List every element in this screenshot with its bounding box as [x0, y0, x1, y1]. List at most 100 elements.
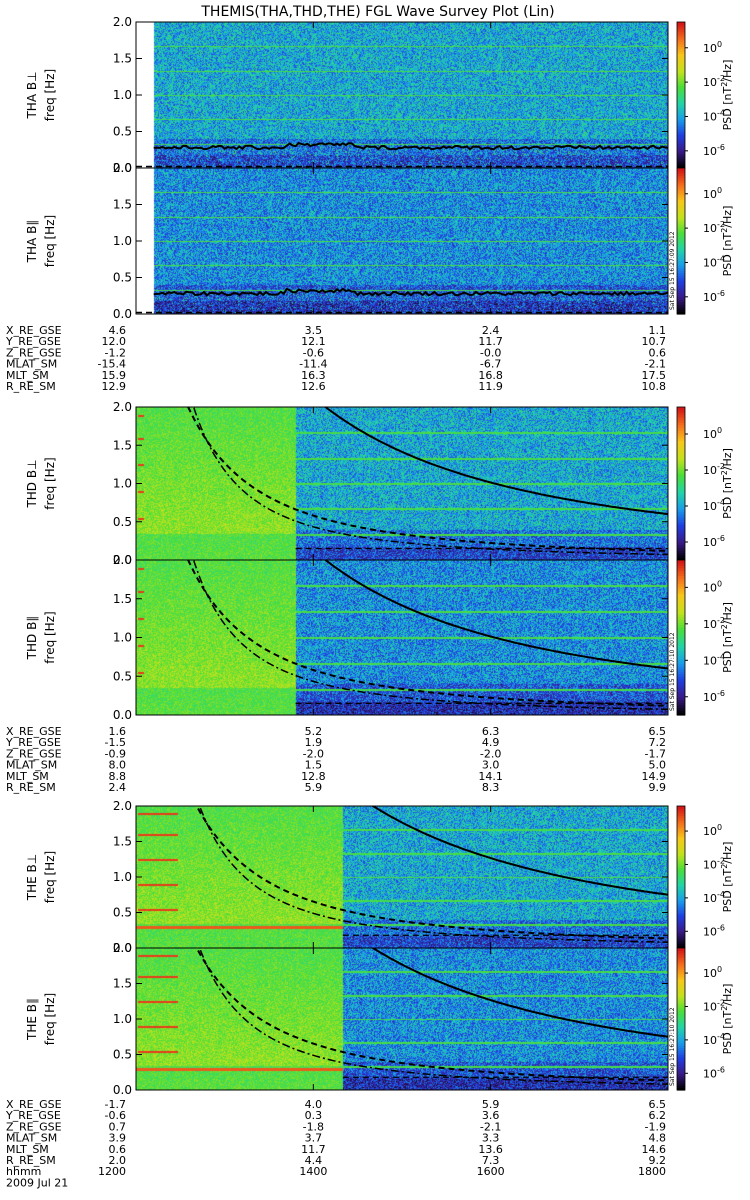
colorbar-segment	[677, 704, 685, 708]
colorbar-segment	[677, 409, 685, 413]
colorbar-segment	[677, 417, 685, 421]
colorbar-segment	[677, 219, 685, 223]
ephemeris-value: 1.1	[649, 324, 667, 337]
y-tick-label: 0.0	[113, 941, 132, 955]
time-axis-label: hhmm	[6, 1165, 41, 1178]
cyclotron-dashdot-line	[192, 560, 668, 711]
colorbar-segment	[677, 580, 685, 584]
colorbar-segment	[677, 124, 685, 128]
colorbar-segment	[677, 511, 685, 515]
colorbar-segment	[677, 182, 685, 186]
colorbar-segment	[677, 903, 685, 906]
colorbar-segment	[677, 952, 685, 956]
colorbar-segment	[677, 912, 685, 916]
colorbar-segment	[677, 56, 685, 60]
colorbar-segment	[677, 36, 685, 40]
ephemeris-value: -0.0	[480, 346, 501, 359]
colorbar-segment	[677, 39, 685, 43]
colorbar-segment	[677, 585, 685, 590]
colorbar-segment	[677, 119, 685, 123]
colorbar-segment	[677, 92, 685, 96]
panel-thd-bperp: 0.0 0.5 1.0 1.5 2.0 THD B⊥ freq [Hz] 100 10-2 10-…	[25, 400, 734, 567]
colorbar-segment	[677, 841, 685, 845]
y-tick-label: 0.0	[113, 708, 132, 722]
colorbar-segment	[677, 1045, 685, 1048]
ephemeris-row-name: MLT_SM	[6, 770, 49, 783]
y-tick-label: 1.0	[113, 477, 132, 491]
colorbar-frame	[676, 559, 686, 716]
colorbar-segment	[677, 197, 685, 201]
colorbar-segment	[677, 1028, 685, 1032]
colorbar-tick-label: 10-6	[703, 289, 725, 304]
colorbar-segment	[677, 689, 685, 693]
colorbar-segment	[677, 616, 685, 621]
ephemeris-value: -2.0	[480, 747, 501, 760]
colorbar-segment	[677, 907, 685, 911]
ephemeris-value: 0.6	[109, 1143, 127, 1156]
colorbar-segment	[677, 881, 685, 885]
colorbar-segment	[677, 432, 685, 436]
colorbar-segment	[677, 192, 685, 196]
colorbar-segment	[677, 48, 685, 52]
colorbar-segment	[677, 891, 685, 895]
colorbar-segment	[677, 136, 685, 140]
ephemeris-value: 5.0	[649, 759, 667, 772]
ephemeris-value: -1.9	[645, 1120, 666, 1133]
panel-title-label: THD B⊥	[25, 459, 39, 508]
colorbar-segment	[677, 260, 685, 264]
panel-title-label: THA B∥	[25, 220, 39, 264]
colorbar-segment	[677, 236, 685, 240]
colorbar-segment	[677, 112, 685, 116]
colorbar-segment	[677, 957, 685, 961]
y-tick-label: 2.0	[113, 553, 132, 567]
ephemeris-tha: X_RE_GSE 4.6 3.5 2.4 1.1 Y_RE_GSE 12.0 12.1 11.7…	[5, 324, 666, 393]
colorbar-segment	[677, 29, 685, 33]
ephemeris-value: 2.0	[109, 1154, 127, 1167]
ephemeris-row-name: MLAT_SM	[6, 358, 57, 371]
ephemeris-value: 4.8	[649, 1132, 667, 1145]
y-tick-label: 0.0	[113, 307, 132, 321]
ephemeris-value: -0.6	[303, 346, 324, 359]
colorbar-segment	[677, 886, 685, 890]
ephemeris-value: 3.6	[482, 1109, 500, 1122]
colorbar-tick-label: 10-6	[703, 689, 725, 704]
colorbar-segment	[677, 1033, 685, 1037]
colorbar-segment	[677, 560, 685, 564]
cyclotron-dashdot-line	[198, 948, 668, 1085]
ephemeris-row-name: X_RE_GSE	[6, 1098, 62, 1111]
colorbar-segment	[677, 1014, 685, 1018]
colorbar-segment	[677, 427, 685, 431]
colorbar-segment	[677, 622, 685, 626]
colorbar-segment	[677, 493, 685, 497]
ephemeris-value: -0.6	[105, 1109, 126, 1122]
ephemeris-value: 14.9	[642, 770, 667, 783]
colorbar-segment	[677, 412, 685, 416]
colorbar-tick-label: 100	[703, 579, 722, 594]
ephemeris-value: 8.8	[109, 770, 127, 783]
colorbar-tick-label: 10-4	[703, 890, 725, 905]
colorbar-segment	[677, 241, 685, 245]
colorbar-segment	[677, 506, 685, 510]
x-tick-label: 1400	[299, 1165, 327, 1178]
y-tick-label: 1.0	[113, 1012, 132, 1026]
colorbar-segment	[677, 158, 685, 162]
ephemeris-thd: X_RE_GSE 1.6 5.2 6.3 6.5 Y_RE_GSE -1.5 1.9 4.9 7.…	[5, 725, 666, 794]
colorbar-segment	[677, 488, 685, 492]
colorbar-segment	[677, 850, 685, 854]
ephemeris-value: -0.9	[105, 747, 126, 760]
colorbar-segment	[677, 228, 685, 232]
date-label: 2009 Jul 21	[6, 1176, 68, 1189]
colorbar-segment	[677, 955, 685, 959]
colorbar-segment	[677, 862, 685, 866]
colorbar-segment	[677, 1030, 685, 1034]
ephemeris-value: 12.8	[301, 770, 326, 783]
ephemeris-value: -1.5	[105, 736, 126, 749]
colorbar-segment	[677, 243, 685, 247]
spectrogram-image	[136, 560, 668, 715]
colorbar-segment	[677, 817, 685, 821]
colorbar-segment	[677, 503, 685, 508]
colorbar-segment	[677, 185, 685, 189]
colorbar-segment	[677, 874, 685, 878]
colorbar-segment	[677, 58, 685, 62]
colorbar-segment	[677, 165, 685, 169]
